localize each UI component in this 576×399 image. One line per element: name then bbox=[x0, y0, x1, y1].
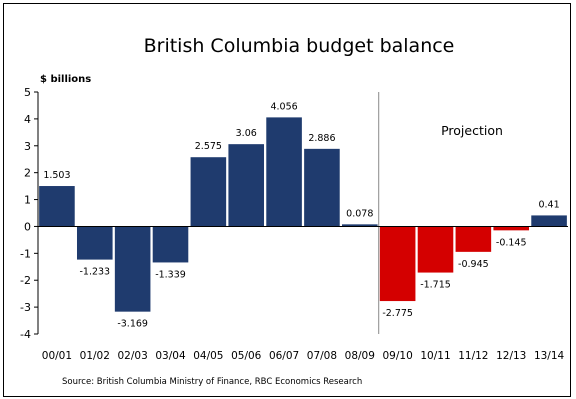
x-tick-label: 12/13 bbox=[496, 350, 526, 362]
data-label: -0.145 bbox=[496, 237, 527, 248]
y-tick-label: -3 bbox=[20, 301, 31, 314]
bar bbox=[304, 148, 340, 227]
y-tick-label: 1 bbox=[24, 194, 31, 207]
bar bbox=[455, 226, 492, 252]
x-tick-label: 01/02 bbox=[80, 350, 110, 362]
bar bbox=[190, 157, 227, 227]
y-tick-label: 0 bbox=[24, 220, 31, 233]
y-tick-label: 5 bbox=[24, 86, 31, 99]
bar bbox=[152, 226, 189, 263]
plot-area: 5 4 3 2 1 0 -1 -2 -3 -4 1.503 00/01 -1.233 01/02 -3.16… bbox=[20, 86, 568, 362]
y-tick-label: -4 bbox=[20, 328, 31, 341]
bar bbox=[531, 215, 567, 227]
bar bbox=[493, 226, 530, 231]
bar bbox=[417, 226, 454, 273]
data-label: 2.575 bbox=[195, 141, 222, 152]
bar bbox=[379, 226, 416, 302]
x-tick-label: 05/06 bbox=[231, 350, 262, 362]
y-tick-label: -1 bbox=[20, 247, 31, 260]
x-tick-label: 09/10 bbox=[383, 350, 413, 362]
bar bbox=[266, 117, 302, 227]
source-note: Source: British Columbia Ministry of Fin… bbox=[62, 377, 362, 387]
x-tick-label: 02/03 bbox=[118, 350, 148, 362]
bar bbox=[76, 226, 113, 260]
bar bbox=[228, 144, 265, 227]
data-label: 1.503 bbox=[43, 170, 70, 181]
data-label: 0.078 bbox=[346, 208, 373, 219]
x-tick-label: 07/08 bbox=[307, 350, 337, 362]
data-label: 0.41 bbox=[538, 199, 559, 210]
y-tick-label: 2 bbox=[24, 167, 31, 180]
bar bbox=[114, 226, 151, 312]
x-tick-label: 11/12 bbox=[458, 350, 488, 362]
projection-annotation: Projection bbox=[441, 123, 503, 138]
x-tick-label: 04/05 bbox=[193, 350, 223, 362]
data-label: -0.945 bbox=[458, 259, 489, 270]
data-label: -2.775 bbox=[382, 308, 413, 319]
y-tick-label: -2 bbox=[20, 274, 31, 287]
data-label: -3.169 bbox=[117, 319, 148, 330]
x-tick-label: 10/11 bbox=[420, 350, 450, 362]
y-axis-unit-label: $ billions bbox=[40, 74, 91, 85]
x-tick-label: 06/07 bbox=[269, 350, 299, 362]
data-label: 2.886 bbox=[308, 133, 335, 144]
x-tick-label: 00/01 bbox=[42, 350, 72, 362]
bar bbox=[341, 224, 378, 227]
data-label: -1.233 bbox=[79, 267, 110, 278]
data-label: 4.056 bbox=[270, 101, 297, 112]
data-label: -1.715 bbox=[420, 280, 451, 291]
y-tick-label: 3 bbox=[24, 140, 31, 153]
chart-title: British Columbia budget balance bbox=[144, 35, 455, 57]
x-tick-label: 03/04 bbox=[155, 350, 186, 362]
data-label: 3.06 bbox=[236, 128, 257, 139]
y-tick-label: 4 bbox=[24, 113, 31, 126]
x-tick-label: 13/14 bbox=[534, 350, 565, 362]
bar bbox=[39, 186, 75, 227]
x-tick-label: 08/09 bbox=[345, 350, 375, 362]
data-label: -1.339 bbox=[155, 269, 186, 280]
